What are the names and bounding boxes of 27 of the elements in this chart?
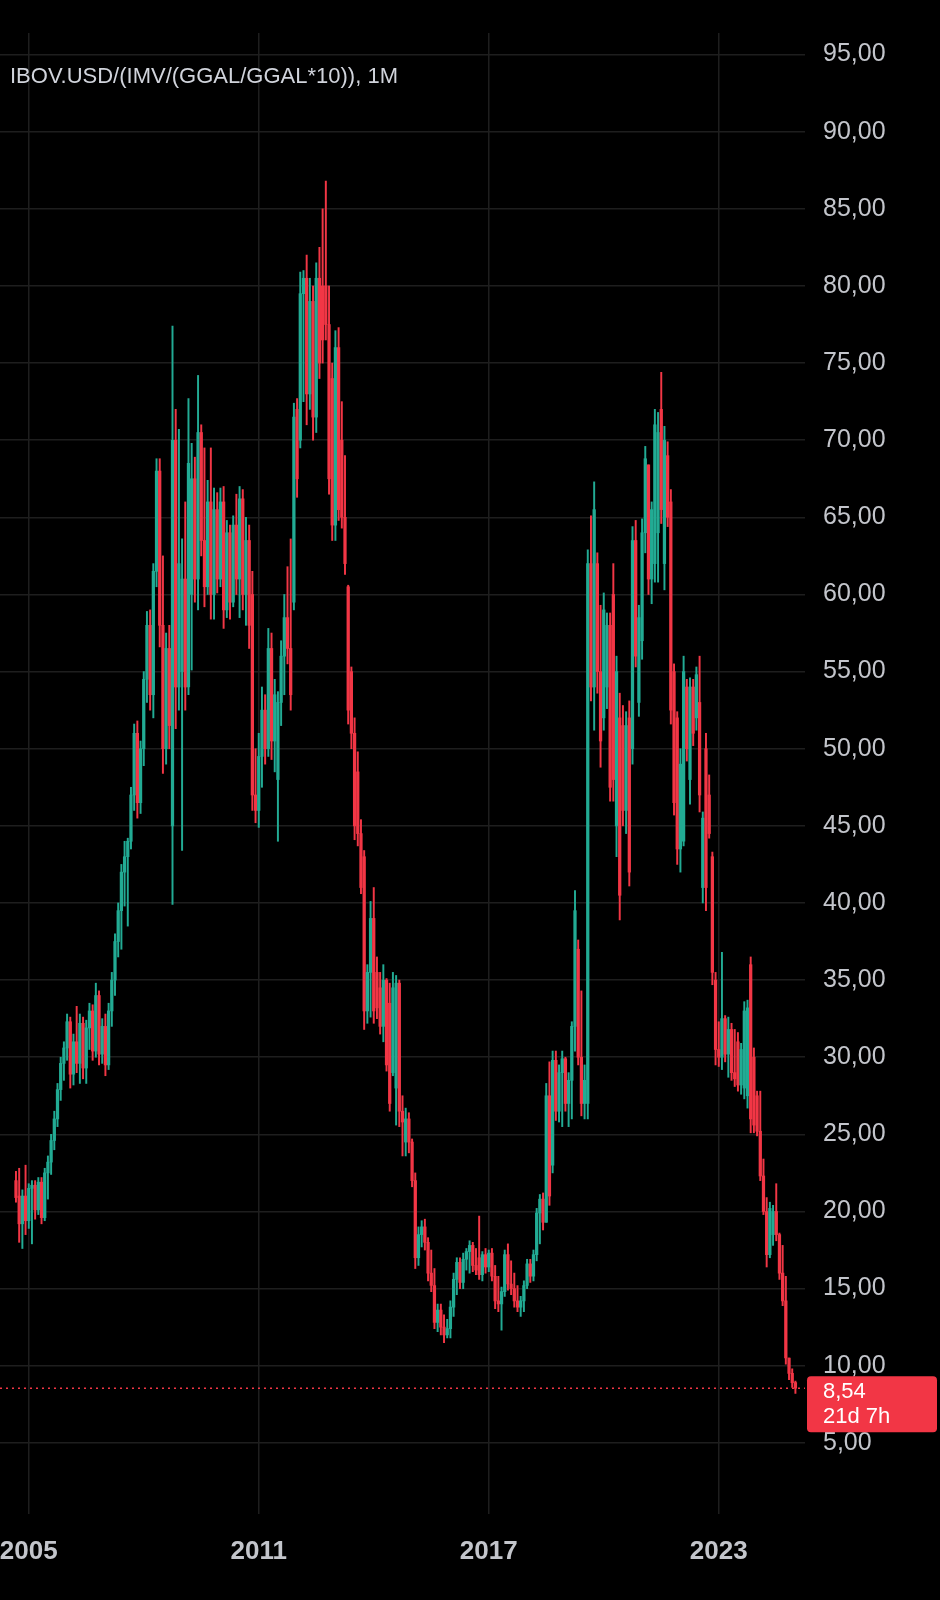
y-tick-label: 10,00 (823, 1349, 886, 1378)
y-tick-label: 20,00 (823, 1195, 886, 1224)
y-tick-label: 95,00 (823, 38, 886, 67)
y-tick-label: 5,00 (823, 1426, 872, 1455)
y-tick-label: 55,00 (823, 655, 886, 684)
y-tick-label: 35,00 (823, 963, 886, 992)
text: IBOV.USD/(IMV/(GGAL/GGAL*10)), 1M (10, 63, 398, 89)
x-tick-label: 2017 (459, 1534, 518, 1565)
y-tick-label: 40,00 (823, 886, 886, 915)
text: 21d 7h (823, 1402, 891, 1428)
y-tick-label: 85,00 (823, 192, 886, 221)
y-tick-label: 50,00 (823, 732, 886, 761)
x-tick-label: 2005 (0, 1534, 58, 1565)
y-tick-label: 30,00 (823, 1041, 886, 1070)
y-tick-label: 75,00 (823, 346, 886, 375)
x-tick-label: 2011 (230, 1534, 287, 1565)
candlestick (30, 1180, 34, 1245)
y-tick-label: 70,00 (823, 424, 886, 453)
x-tick-label: 2023 (689, 1534, 748, 1565)
y-tick-label: 60,00 (823, 578, 886, 607)
y-tick-label: 15,00 (823, 1272, 886, 1301)
y-tick-label: 45,00 (823, 809, 886, 838)
y-tick-label: 80,00 (823, 269, 886, 298)
y-tick-label: 65,00 (823, 501, 886, 530)
y-tick-label: 25,00 (823, 1118, 886, 1147)
ref-line-label: 8,54 (823, 1377, 866, 1403)
y-tick-label: 90,00 (823, 115, 886, 144)
